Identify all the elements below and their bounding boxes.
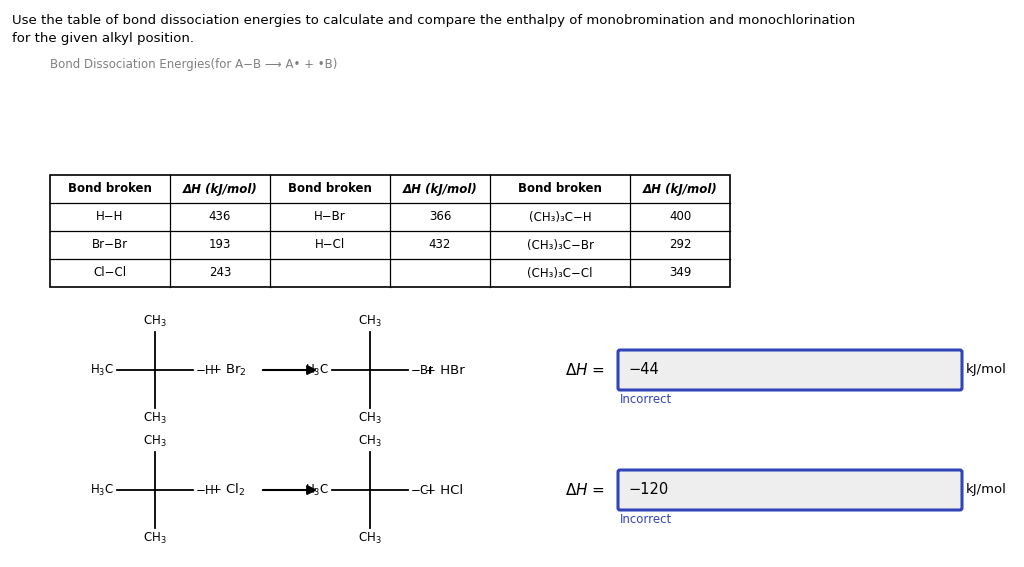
Text: H−H: H−H: [96, 210, 124, 223]
Text: CH$_3$: CH$_3$: [143, 411, 167, 426]
Text: $-$Br: $-$Br: [410, 363, 435, 376]
Text: Incorrect: Incorrect: [620, 393, 672, 406]
Text: kJ/mol: kJ/mol: [966, 363, 1007, 376]
Text: H$_3$C: H$_3$C: [305, 483, 329, 498]
Text: $-$H: $-$H: [195, 363, 214, 376]
Text: + Cl$_2$: + Cl$_2$: [210, 482, 246, 498]
Text: H−Br: H−Br: [314, 210, 346, 223]
FancyBboxPatch shape: [618, 350, 962, 390]
Text: (CH₃)₃C−Cl: (CH₃)₃C−Cl: [527, 266, 593, 280]
Text: CH$_3$: CH$_3$: [143, 434, 167, 449]
Text: (CH₃)₃C−Br: (CH₃)₃C−Br: [526, 239, 594, 252]
Text: $\Delta H$ =: $\Delta H$ =: [565, 482, 605, 498]
FancyBboxPatch shape: [618, 470, 962, 510]
Text: CH$_3$: CH$_3$: [358, 314, 382, 329]
Text: CH$_3$: CH$_3$: [358, 531, 382, 546]
Text: CH$_3$: CH$_3$: [143, 531, 167, 546]
Text: 400: 400: [669, 210, 691, 223]
Text: Bond Dissociation Energies(for A−B ⟶ A• + •B): Bond Dissociation Energies(for A−B ⟶ A• …: [50, 58, 337, 71]
Text: Bond broken: Bond broken: [518, 183, 602, 196]
Text: $-$H: $-$H: [195, 484, 214, 497]
Text: 243: 243: [209, 266, 231, 280]
Text: 436: 436: [209, 210, 231, 223]
Text: −44: −44: [628, 362, 658, 378]
Text: + Br$_2$: + Br$_2$: [210, 362, 247, 378]
Text: H−Cl: H−Cl: [314, 239, 345, 252]
Text: kJ/mol: kJ/mol: [966, 484, 1007, 497]
Text: + HCl: + HCl: [425, 484, 463, 497]
Text: 193: 193: [209, 239, 231, 252]
Text: for the given alkyl position.: for the given alkyl position.: [12, 32, 194, 45]
Text: Bond broken: Bond broken: [68, 183, 152, 196]
Text: ΔH (kJ/mol): ΔH (kJ/mol): [643, 183, 718, 196]
Text: + HBr: + HBr: [425, 363, 465, 376]
Text: (CH₃)₃C−H: (CH₃)₃C−H: [528, 210, 591, 223]
Text: ΔH (kJ/mol): ΔH (kJ/mol): [402, 183, 477, 196]
Text: Cl−Cl: Cl−Cl: [93, 266, 127, 280]
Text: Incorrect: Incorrect: [620, 513, 672, 526]
Text: Bond broken: Bond broken: [288, 183, 372, 196]
Text: CH$_3$: CH$_3$: [358, 411, 382, 426]
Text: 432: 432: [429, 239, 452, 252]
Text: 349: 349: [669, 266, 691, 280]
Text: CH$_3$: CH$_3$: [358, 434, 382, 449]
Text: ΔH (kJ/mol): ΔH (kJ/mol): [182, 183, 257, 196]
Text: $-$Cl: $-$Cl: [410, 483, 432, 497]
Text: 366: 366: [429, 210, 452, 223]
Text: −120: −120: [628, 483, 669, 497]
Text: CH$_3$: CH$_3$: [143, 314, 167, 329]
Text: H$_3$C: H$_3$C: [90, 483, 114, 498]
Text: H$_3$C: H$_3$C: [90, 362, 114, 378]
Text: $\Delta H$ =: $\Delta H$ =: [565, 362, 605, 378]
Bar: [50, 175, 730, 287]
Text: Br−Br: Br−Br: [92, 239, 128, 252]
Text: Use the table of bond dissociation energies to calculate and compare the enthalp: Use the table of bond dissociation energ…: [12, 14, 855, 27]
Text: 292: 292: [669, 239, 691, 252]
Text: H$_3$C: H$_3$C: [305, 362, 329, 378]
